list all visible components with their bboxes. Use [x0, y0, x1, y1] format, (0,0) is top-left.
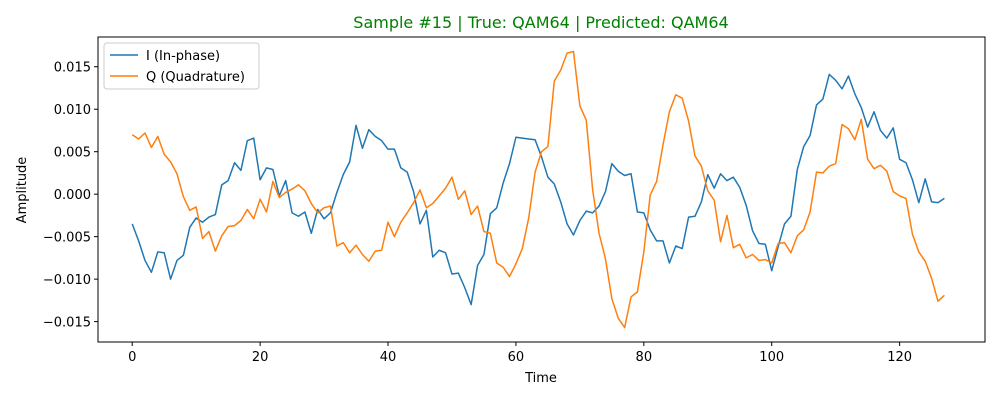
legend-label: I (In-phase): [146, 49, 220, 64]
plot-frame: [97, 36, 986, 343]
x-tick-label: 60: [508, 350, 525, 365]
series-line-q: [131, 50, 945, 329]
legend: I (In-phase) Q (Quadrature): [103, 42, 260, 90]
x-axis-label: Time: [524, 371, 557, 386]
y-axis: −0.015 −0.010 −0.005 0.000 0.005 0.010 0.015: [43, 61, 98, 331]
y-tick-label: −0.015: [43, 316, 91, 331]
y-tick-label: −0.010: [43, 273, 91, 288]
x-tick-label: 40: [380, 350, 397, 365]
y-tick-label: 0.010: [54, 103, 91, 118]
x-tick-label: 20: [252, 350, 269, 365]
y-tick-label: 0.005: [54, 146, 91, 161]
series-line-i: [131, 73, 945, 306]
x-tick-label: 120: [887, 350, 912, 365]
x-axis: 0 20 40 60 80 100 120: [128, 342, 912, 365]
y-axis-label: Amplitude: [15, 157, 30, 224]
plot-area: [131, 50, 945, 329]
y-tick-label: 0.000: [54, 188, 91, 203]
y-tick-label: 0.015: [54, 61, 91, 76]
chart-title: Sample #15 | True: QAM64 | Predicted: QA…: [353, 13, 728, 32]
x-tick-label: 0: [128, 350, 136, 365]
x-tick-label: 100: [759, 350, 784, 365]
y-tick-label: −0.005: [43, 231, 91, 246]
legend-label: Q (Quadrature): [146, 70, 245, 85]
x-tick-label: 80: [636, 350, 653, 365]
legend-box: [103, 42, 260, 90]
